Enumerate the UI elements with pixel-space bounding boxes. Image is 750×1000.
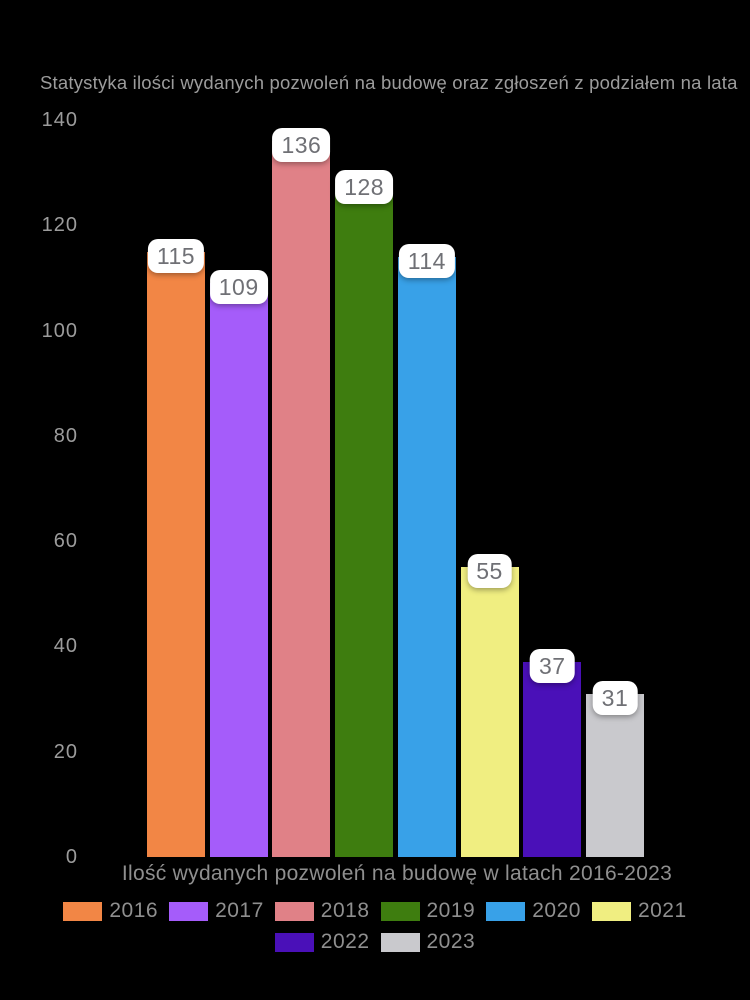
legend-swatch-2022 — [274, 932, 314, 952]
legend-swatch-2021 — [591, 901, 631, 921]
legend-swatch-2019 — [380, 901, 420, 921]
legend-swatch-2016 — [63, 901, 103, 921]
bar-2021[interactable] — [460, 567, 519, 857]
value-label-2018: 136 — [272, 128, 331, 163]
legend-swatch-2018 — [274, 901, 314, 921]
y-tick-label: 80 — [53, 424, 78, 447]
legend: 2016 2017 2018 2019 2020 2021 2022 2023 — [0, 899, 750, 954]
legend-label-2022: 2022 — [320, 930, 370, 953]
legend-row: 2016 2017 2018 2019 2020 2021 — [63, 899, 686, 923]
value-label-2019: 128 — [335, 170, 394, 205]
value-label-2022: 37 — [529, 649, 575, 684]
value-label-2017: 109 — [209, 270, 268, 305]
legend-label-2017: 2017 — [215, 899, 264, 922]
legend-item-2021[interactable]: 2021 — [591, 899, 687, 923]
y-tick-label: 60 — [53, 530, 78, 553]
legend-label-2021: 2021 — [637, 899, 687, 922]
legend-label-2020: 2020 — [532, 899, 581, 922]
bar-2022[interactable] — [523, 662, 582, 857]
y-tick-label: 140 — [41, 109, 78, 131]
y-tick-label: 40 — [53, 635, 78, 658]
bar-2018[interactable] — [272, 141, 331, 857]
legend-item-2022[interactable]: 2022 — [274, 930, 370, 954]
value-label-2020: 114 — [398, 243, 455, 278]
bar-2016[interactable] — [147, 251, 205, 857]
value-label-2023: 31 — [592, 680, 638, 715]
legend-item-2023[interactable]: 2023 — [380, 930, 476, 954]
legend-item-2017[interactable]: 2017 — [169, 899, 264, 923]
y-tick-label: 120 — [41, 214, 78, 237]
legend-row: 2022 2023 — [274, 930, 476, 954]
legend-swatch-2023 — [380, 932, 420, 952]
bar-2020[interactable] — [397, 256, 456, 857]
legend-item-2020[interactable]: 2020 — [486, 899, 581, 923]
bar-2023[interactable] — [585, 693, 644, 857]
legend-swatch-2017 — [169, 901, 209, 921]
y-tick-label: 20 — [53, 740, 78, 763]
legend-label-2018: 2018 — [320, 899, 370, 922]
value-label-2021: 55 — [467, 554, 512, 589]
y-tick-label: 100 — [41, 319, 78, 342]
legend-label-2016: 2016 — [109, 899, 159, 922]
legend-swatch-2020 — [486, 901, 526, 921]
chart-title: Statystyka ilości wydanych pozwoleń na b… — [40, 72, 738, 93]
y-tick-label: 0 — [65, 846, 78, 868]
legend-item-2016[interactable]: 2016 — [63, 899, 158, 923]
legend-label-2023: 2023 — [426, 930, 476, 953]
x-axis-label: Ilość wydanych pozwoleń na budowę w lata… — [121, 862, 673, 885]
y-axis: 0 20 40 60 80 100 120 140 — [0, 0, 78, 1000]
bar-2017[interactable] — [209, 283, 268, 857]
legend-item-2019[interactable]: 2019 — [380, 899, 476, 923]
legend-label-2019: 2019 — [426, 899, 476, 922]
value-label-2016: 115 — [147, 238, 205, 273]
bar-2019[interactable] — [335, 183, 394, 857]
legend-item-2018[interactable]: 2018 — [274, 899, 370, 923]
